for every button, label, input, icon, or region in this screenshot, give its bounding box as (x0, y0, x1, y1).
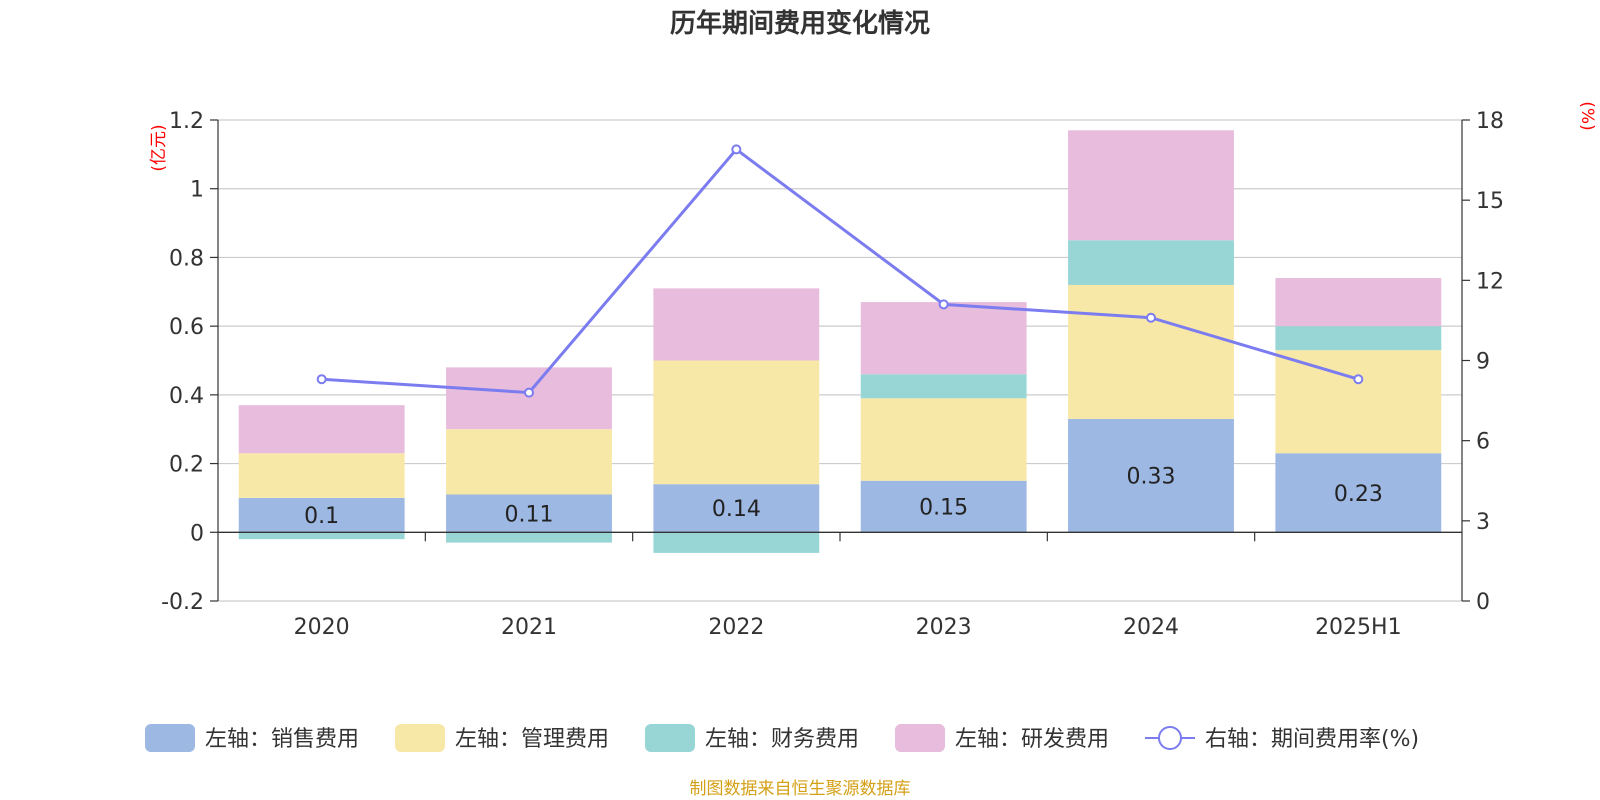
rate-point (731, 144, 742, 155)
right-axis-unit: (%) (1577, 101, 1597, 130)
bar-segment (1068, 284, 1234, 419)
left-axis-tick-label: 1.2 (169, 109, 204, 134)
bar-segment (446, 367, 612, 430)
bar-segment (653, 288, 820, 361)
left-axis-tick-label: 0.2 (169, 453, 204, 478)
bar-data-label: 0.1 (304, 504, 339, 529)
x-axis-tick-label: 2023 (916, 615, 972, 640)
legend-swatch (645, 724, 695, 752)
x-axis-tick-label: 2020 (294, 615, 350, 640)
bar-segment (860, 302, 1027, 375)
left-axis-tick-label: 0.8 (169, 246, 204, 271)
bar-data-label: 0.14 (712, 497, 761, 522)
bar-segment (860, 398, 1027, 481)
bar-segment (446, 429, 612, 495)
rate-point (938, 299, 949, 310)
x-axis-tick-label: 2022 (708, 615, 764, 640)
bar-segment (1275, 453, 1442, 533)
bar-segment (1275, 350, 1442, 454)
rate-line-path (321, 147, 1359, 395)
x-axis-tick-label: 2024 (1123, 615, 1179, 640)
gridlines (218, 119, 1462, 602)
axes: 1.2 1 0.8 0.6 0.4 0.2 0 -0.2 18 15 12 9 6 3 0 2020 2021 2… (161, 109, 1504, 640)
legend-label: 左轴：管理费用 (455, 727, 609, 752)
bar-segment (238, 453, 405, 498)
chart-title: 历年期间费用变化情况 (670, 8, 930, 39)
legend-label: 左轴：研发费用 (955, 727, 1109, 752)
legend: 左轴：销售费用 左轴：管理费用 左轴：财务费用 左轴：研发费用 右轴：期间费用率(%) (145, 724, 1419, 752)
bar-segment (238, 497, 405, 533)
bar-segment (1275, 278, 1442, 327)
x-axis-tick-label: 2025H1 (1315, 615, 1402, 640)
rate-point (1353, 374, 1364, 385)
data-labels: 0.1 0.11 0.14 0.15 0.33 0.23 (304, 465, 1383, 530)
rate-point (1146, 312, 1156, 323)
left-axis-tick-label: 0.4 (169, 384, 204, 409)
left-axis-tick-label: 1 (190, 178, 204, 203)
right-axis-tick-label: 18 (1476, 109, 1504, 134)
x-axis-tick-label: 2021 (501, 615, 557, 640)
legend-swatch (895, 724, 945, 752)
legend-swatch (145, 724, 195, 752)
bar-data-label: 0.11 (505, 502, 554, 527)
legend-label: 左轴：财务费用 (705, 727, 859, 752)
bar-segment (653, 532, 820, 553)
bars (238, 130, 1442, 553)
right-axis-tick-label: 6 (1476, 430, 1490, 455)
right-axis-tick-label: 12 (1476, 269, 1504, 294)
bar-segment (653, 484, 820, 533)
bar-segment (860, 374, 1027, 399)
bar-segment (1068, 240, 1234, 285)
left-axis-tick-label: 0.6 (169, 315, 204, 340)
source-note: 制图数据来自恒生聚源数据库 (690, 779, 911, 799)
legend-label: 左轴：销售费用 (205, 727, 359, 752)
left-axis-unit: (亿元) (149, 124, 169, 171)
bar-segment (446, 532, 612, 543)
bar-data-label: 0.15 (919, 496, 968, 521)
bar-segment (860, 480, 1027, 533)
right-axis-tick-label: 15 (1476, 189, 1504, 214)
bar-segment (653, 360, 820, 485)
left-axis-tick-label: 0 (190, 521, 204, 546)
right-axis-tick-label: 3 (1476, 510, 1490, 535)
rate-point (316, 374, 327, 385)
bar-segment (446, 494, 612, 533)
right-axis-tick-label: 9 (1476, 350, 1490, 375)
bar-segment (1275, 326, 1442, 351)
bar-data-label: 0.33 (1127, 465, 1176, 490)
legend-label: 右轴：期间费用率(%) (1205, 727, 1419, 752)
bar-segment (238, 532, 405, 540)
rate-point (524, 387, 534, 398)
bar-segment (238, 405, 405, 454)
left-axis-tick-label: -0.2 (161, 590, 204, 615)
legend-swatch (395, 724, 445, 752)
rate-line (316, 144, 1364, 398)
legend-marker (1158, 726, 1182, 750)
bar-segment (1068, 418, 1234, 533)
bar-segment (1068, 130, 1234, 241)
right-axis-tick-label: 0 (1476, 590, 1490, 615)
bar-data-label: 0.23 (1334, 482, 1383, 507)
